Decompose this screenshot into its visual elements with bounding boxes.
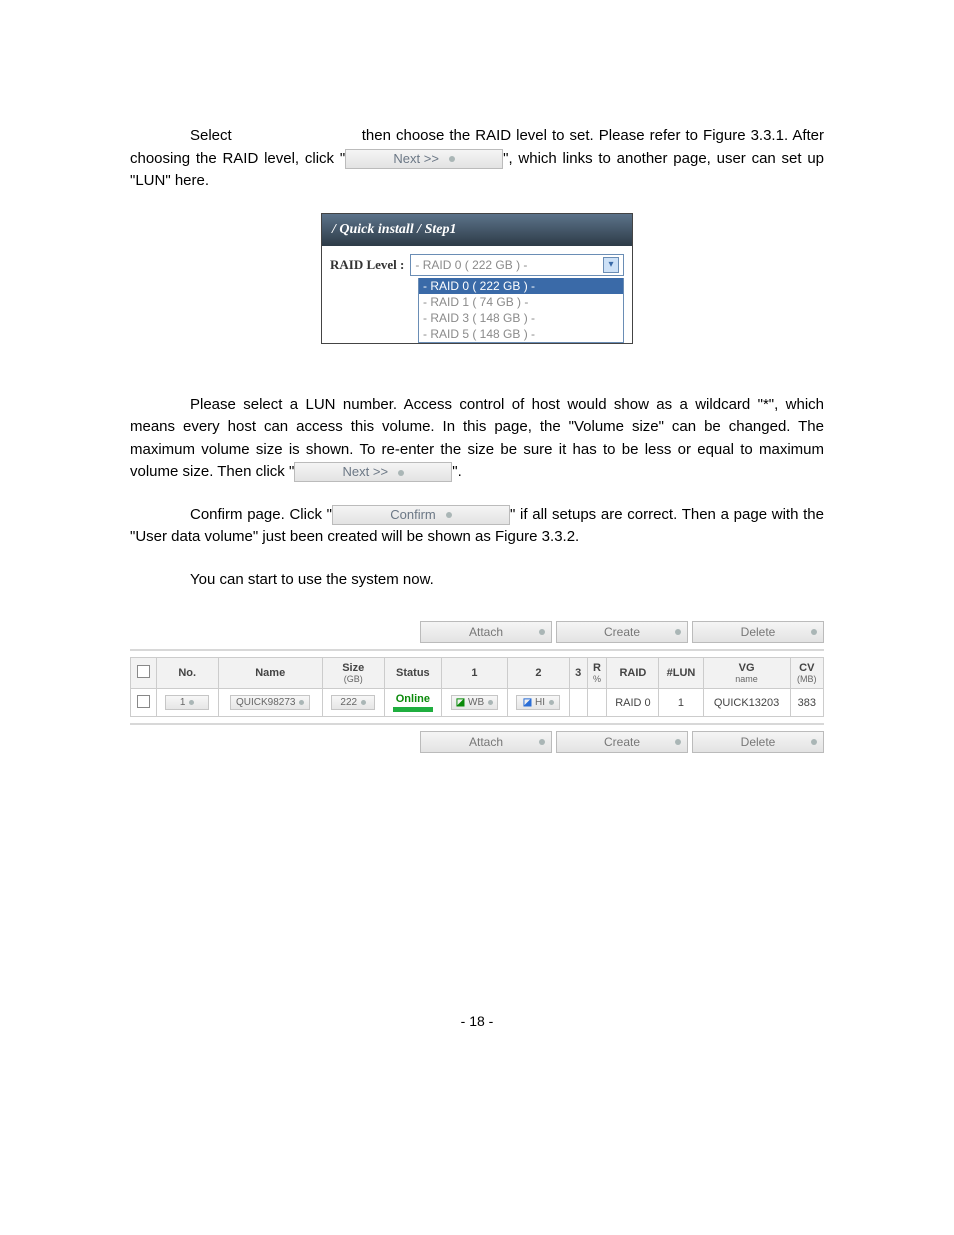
- col-no: No.: [156, 658, 218, 689]
- col-r: R%: [587, 658, 607, 689]
- p1-pre: Select: [190, 127, 232, 144]
- step3-paragraph: Confirm page. Click "Confirm" if all set…: [130, 504, 824, 549]
- next-button-inline-2[interactable]: Next >>: [294, 462, 452, 482]
- table-row: 1 QUICK98273 222 Online ◪ WB ◪ HI RAID 0…: [131, 689, 824, 717]
- col-cv: CV(MB): [790, 658, 823, 689]
- create-button-top[interactable]: Create: [556, 621, 688, 643]
- bottom-button-bar: Attach Create Delete: [130, 731, 824, 753]
- raid-option-1[interactable]: - RAID 1 ( 74 GB ) -: [419, 294, 623, 310]
- cell-no[interactable]: 1: [156, 689, 218, 717]
- cell-c1[interactable]: ◪ WB: [442, 689, 508, 717]
- select-all-checkbox[interactable]: [137, 665, 150, 678]
- cell-name[interactable]: QUICK98273: [218, 689, 322, 717]
- col-lun: #LUN: [659, 658, 703, 689]
- cell-lun: 1: [659, 689, 703, 717]
- raid-level-label: RAID Level :: [330, 257, 404, 273]
- confirm-button-inline[interactable]: Confirm: [332, 505, 510, 525]
- attach-button-top[interactable]: Attach: [420, 621, 552, 643]
- cell-r: [587, 689, 607, 717]
- raid-level-select[interactable]: - RAID 0 ( 222 GB ) - ▾: [410, 254, 624, 276]
- quick-install-panel: / Quick install / Step1 RAID Level : - R…: [321, 213, 633, 344]
- volume-table: No. Name Size(GB) Status 1 2 3 R% RAID #…: [130, 657, 824, 717]
- step2-paragraph: Please select a LUN number. Access contr…: [130, 394, 824, 484]
- chevron-down-icon: ▾: [603, 257, 619, 273]
- volume-section: Attach Create Delete No. Name Size(GB) S…: [130, 621, 824, 753]
- cell-size[interactable]: 222: [322, 689, 384, 717]
- cell-c3: [569, 689, 587, 717]
- divider: [130, 649, 824, 651]
- col-raid: RAID: [607, 658, 659, 689]
- cell-status: Online: [384, 689, 441, 717]
- quick-install-title: / Quick install / Step1: [322, 214, 632, 246]
- cell-c2[interactable]: ◪ HI: [507, 689, 569, 717]
- col-check: [131, 658, 157, 689]
- col-1: 1: [442, 658, 508, 689]
- top-button-bar: Attach Create Delete: [130, 621, 824, 643]
- col-vg: VGname: [703, 658, 790, 689]
- step1-paragraph: Select then choose the RAID level to set…: [130, 125, 824, 193]
- cell-cv: 383: [790, 689, 823, 717]
- divider: [130, 723, 824, 725]
- raid-option-0[interactable]: - RAID 0 ( 222 GB ) -: [419, 278, 623, 294]
- create-button-bottom[interactable]: Create: [556, 731, 688, 753]
- delete-button-bottom[interactable]: Delete: [692, 731, 824, 753]
- raid-option-2[interactable]: - RAID 3 ( 148 GB ) -: [419, 310, 623, 326]
- cell-raid: RAID 0: [607, 689, 659, 717]
- raid-level-dropdown[interactable]: - RAID 0 ( 222 GB ) - - RAID 1 ( 74 GB )…: [418, 278, 624, 343]
- row-checkbox[interactable]: [137, 695, 150, 708]
- delete-button-top[interactable]: Delete: [692, 621, 824, 643]
- col-size: Size(GB): [322, 658, 384, 689]
- next-button-inline-1[interactable]: Next >>: [345, 149, 503, 169]
- done-paragraph: You can start to use the system now.: [130, 569, 824, 592]
- raid-option-3[interactable]: - RAID 5 ( 148 GB ) -: [419, 326, 623, 342]
- cell-vg: QUICK13203: [703, 689, 790, 717]
- col-status: Status: [384, 658, 441, 689]
- col-2: 2: [507, 658, 569, 689]
- col-name: Name: [218, 658, 322, 689]
- raid-level-selected: - RAID 0 ( 222 GB ) -: [415, 255, 527, 275]
- attach-button-bottom[interactable]: Attach: [420, 731, 552, 753]
- col-3: 3: [569, 658, 587, 689]
- page-number: - 18 -: [130, 1013, 824, 1029]
